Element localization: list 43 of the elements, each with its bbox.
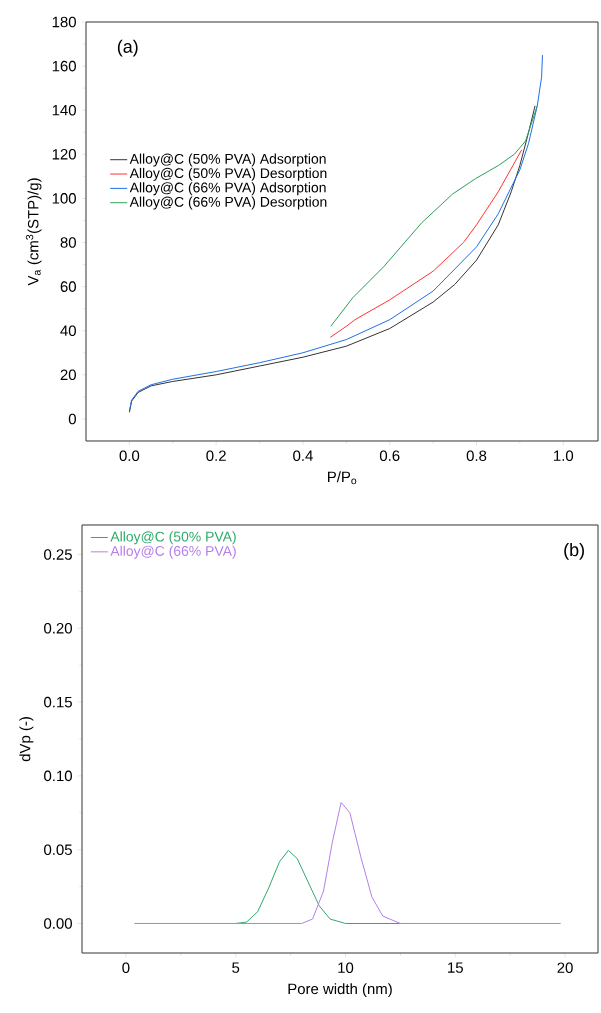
x-tick-label: 15 [448, 962, 463, 973]
line-series [134, 801, 562, 924]
annotation: (b) [564, 543, 584, 560]
legend-label: Alloy@C (50% PVA) Adsorption [129, 153, 326, 167]
legend-label: Alloy@C (66% PVA) Desorption [129, 196, 327, 210]
legend-label: Alloy@C (50% PVA) [110, 531, 236, 545]
y-tick-label: 140 [52, 104, 76, 116]
x-tick-label: 0.6 [379, 450, 400, 461]
y-axis-title: V$_{a}$ (cm$^{3}$(STP)/g) [25, 178, 42, 286]
y-tick-label: 0.00 [44, 918, 72, 929]
x-tick-label: 0.0 [119, 450, 140, 461]
x-tick-label: 1.0 [554, 450, 574, 461]
annotation: (a) [117, 39, 138, 57]
y-tick-label: 20 [60, 369, 76, 381]
y-tick-label: 100 [52, 193, 76, 204]
x-axis-title: P/P$_{o}$ [328, 471, 357, 485]
y-tick-label: 0.25 [44, 549, 72, 560]
y-tick-label: 160 [52, 60, 76, 72]
x-tick-label: 0.8 [466, 450, 487, 461]
y-tick-label: 0.15 [44, 696, 72, 708]
x-tick-label: 0 [122, 962, 130, 974]
y-axis-title: dVp (-) [19, 717, 34, 762]
x-tick-label: 0.4 [293, 450, 313, 461]
y-tick-label: 40 [60, 325, 76, 337]
legend-label: Alloy@C (50% PVA) Desorption [129, 167, 327, 181]
y-tick-label: 0 [68, 413, 76, 425]
x-tick-label: 10 [338, 962, 354, 974]
line-series [128, 105, 536, 413]
x-tick-label: 0.2 [206, 450, 226, 461]
line-series [329, 149, 523, 338]
x-tick-label: 20 [557, 962, 573, 974]
y-tick-label: 180 [52, 16, 76, 28]
y-tick-label: 0.10 [44, 770, 72, 782]
y-tick-label: 120 [52, 149, 76, 160]
y-tick-label: 60 [60, 281, 76, 292]
x-axis-title: Pore width (nm) [288, 983, 392, 998]
x-tick-label: 5 [232, 962, 240, 973]
legend-label: Alloy@C (66% PVA) Adsorption [129, 182, 326, 196]
y-tick-label: 0.05 [44, 844, 72, 855]
line-series [330, 105, 538, 327]
legend-label: Alloy@C (66% PVA) [110, 545, 236, 559]
y-tick-label: 0.20 [44, 623, 72, 634]
y-tick-label: 80 [60, 237, 76, 248]
